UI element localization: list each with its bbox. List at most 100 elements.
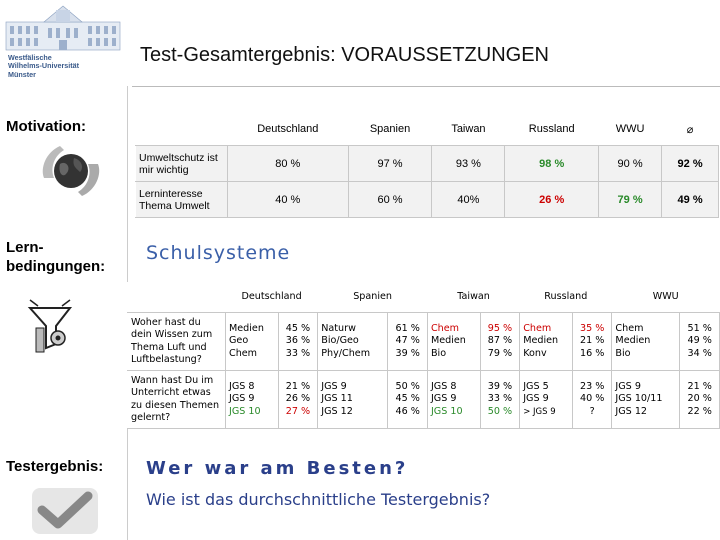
filter-funnel-icon [26, 298, 76, 369]
cell-item: 79 % [487, 347, 513, 359]
cell-item: 26 % [285, 393, 311, 405]
cell-item: 27 % [285, 405, 311, 417]
cell-pct: 50 % 45 % 46 % [387, 370, 428, 429]
cell-item: JGS 10/11 [615, 393, 663, 405]
cell-item: Konv [523, 347, 547, 359]
cell-item: 49 % [687, 335, 712, 347]
cell-item: JGS 8 [229, 380, 255, 392]
col-header: Taiwan [426, 282, 521, 313]
row-label: Woher hast du dein Wissen zum Thema Luft… [127, 312, 226, 371]
table-corner [127, 282, 226, 313]
table-row: Wann hast Du im Unterricht etwas zu dies… [127, 370, 720, 429]
page-title: Test-Gesamtergebnis: VORAUSSETZUNGEN [140, 44, 549, 66]
cell-item: 20 % [687, 393, 712, 405]
cell-item: Medien [523, 335, 559, 347]
col-header: Deutschland [224, 282, 319, 313]
cell-item: JGS 5 [523, 380, 549, 392]
cell: 93 % [431, 145, 506, 182]
cell: 98 % [504, 145, 599, 182]
cell-item: Bio [430, 347, 447, 359]
cell-list: Naturw Bio/Geo Phy/Chem [317, 312, 389, 371]
logo-line-2: Wilhelms-Universität [8, 61, 80, 71]
university-logo [4, 2, 122, 88]
cell-item: 21 % [579, 335, 605, 347]
cell: 80 % [227, 145, 349, 182]
col-header: Taiwan [431, 112, 506, 146]
cell: 40% [431, 181, 506, 218]
cell-item: Chem [615, 322, 644, 334]
cell-pct: 45 % 36 % 33 % [277, 312, 319, 371]
section-heading-schulsysteme: Schulsysteme [146, 242, 291, 264]
cell-list: JGS 9 JGS 11 JGS 12 [317, 370, 389, 429]
row-label: Lerninteresse Thema Umwelt [135, 181, 228, 218]
cell-item: Geo [229, 335, 249, 347]
cell-item: 23 % [579, 380, 605, 392]
motivation-table: Deutschland Spanien Taiwan Russland WWU … [135, 112, 719, 218]
testergebnis-label: Testergebnis: [6, 458, 104, 475]
cell-item: JGS 9 [430, 393, 457, 405]
cell-item: JGS 9 [523, 393, 549, 405]
cell: 92 % [661, 145, 719, 182]
lern-label-line1: Lern- [6, 239, 44, 256]
table-row: Umweltschutz ist mir wichtig 80 % 97 % 9… [135, 145, 719, 182]
logo-line-1: Westfälische [8, 53, 52, 62]
cell-item: 40 % [579, 393, 605, 405]
col-header: Spanien [347, 112, 433, 146]
cell-item: 50 % [487, 405, 513, 417]
cell-item: Medien [229, 322, 264, 334]
title-divider [132, 86, 720, 87]
cell-item: Bio [615, 347, 631, 359]
cell-list: Chem Medien Konv [519, 312, 573, 371]
cell-item: Naturw [321, 322, 356, 334]
cell: 26 % [504, 181, 599, 218]
cell-item: 50 % [395, 380, 420, 392]
col-header: Russland [504, 112, 599, 146]
cell-item: Chem [523, 322, 552, 334]
cell-item: > JGS 9 [523, 406, 556, 417]
cell-pct: 95 % 87 % 79 % [479, 312, 521, 371]
cell-item: 34 % [687, 347, 712, 359]
cell-item: JGS 9 [229, 393, 255, 405]
cell-pct: 61 % 47 % 39 % [387, 312, 428, 371]
cell-item: JGS 12 [321, 405, 353, 417]
logo-text: Westfälische Wilhelms-Universität Münste… [8, 53, 80, 79]
cell: 90 % [597, 145, 663, 182]
cell-list: JGS 8 JGS 9 JGS 10 [426, 370, 481, 429]
cell-item: 21 % [285, 380, 311, 392]
cell-item: ? [589, 405, 595, 417]
col-header: WWU [597, 112, 663, 146]
lern-label-line2: bedingungen: [6, 258, 106, 275]
cell-item: 22 % [687, 405, 712, 417]
table-row: Lerninteresse Thema Umwelt 40 % 60 % 40%… [135, 181, 719, 218]
cell-item: JGS 10 [430, 405, 463, 417]
checkmark-icon [30, 486, 100, 540]
cell-pct: 51 % 49 % 34 % [679, 312, 720, 371]
globe-hands-icon [36, 138, 106, 209]
table-header-row: Deutschland Spanien Taiwan Russland WWU [127, 282, 720, 313]
col-header: WWU [611, 282, 720, 313]
cell-item: Medien [615, 335, 651, 347]
cell-list: JGS 5 JGS 9 > JGS 9 [519, 370, 573, 429]
question-best: Wer war am Besten? [146, 458, 409, 479]
cell: 79 % [597, 181, 663, 218]
cell-list: Chem Medien Bio [426, 312, 481, 371]
logo-line-3: Münster [8, 69, 36, 79]
row-label: Wann hast Du im Unterricht etwas zu dies… [127, 370, 226, 429]
cell-item: 61 % [395, 322, 420, 334]
cell-item: 45 % [285, 322, 311, 334]
row-label: Umweltschutz ist mir wichtig [135, 145, 228, 182]
cell-pct: 21 % 26 % 27 % [277, 370, 319, 429]
cell-item: 87 % [487, 335, 513, 347]
cell-item: JGS 9 [321, 380, 347, 392]
cell: 60 % [347, 181, 433, 218]
cell-item: 46 % [395, 405, 420, 417]
col-header: Russland [519, 282, 613, 313]
cell-pct: 21 % 20 % 22 % [679, 370, 720, 429]
cell-item: JGS 12 [615, 405, 648, 417]
cell-item: Bio/Geo [321, 335, 359, 347]
cell: 49 % [661, 181, 719, 218]
cell-list: JGS 8 JGS 9 JGS 10 [225, 370, 279, 429]
cell-item: JGS 11 [321, 393, 353, 405]
cell-item: 39 % [487, 380, 513, 392]
col-header: Spanien [317, 282, 428, 313]
